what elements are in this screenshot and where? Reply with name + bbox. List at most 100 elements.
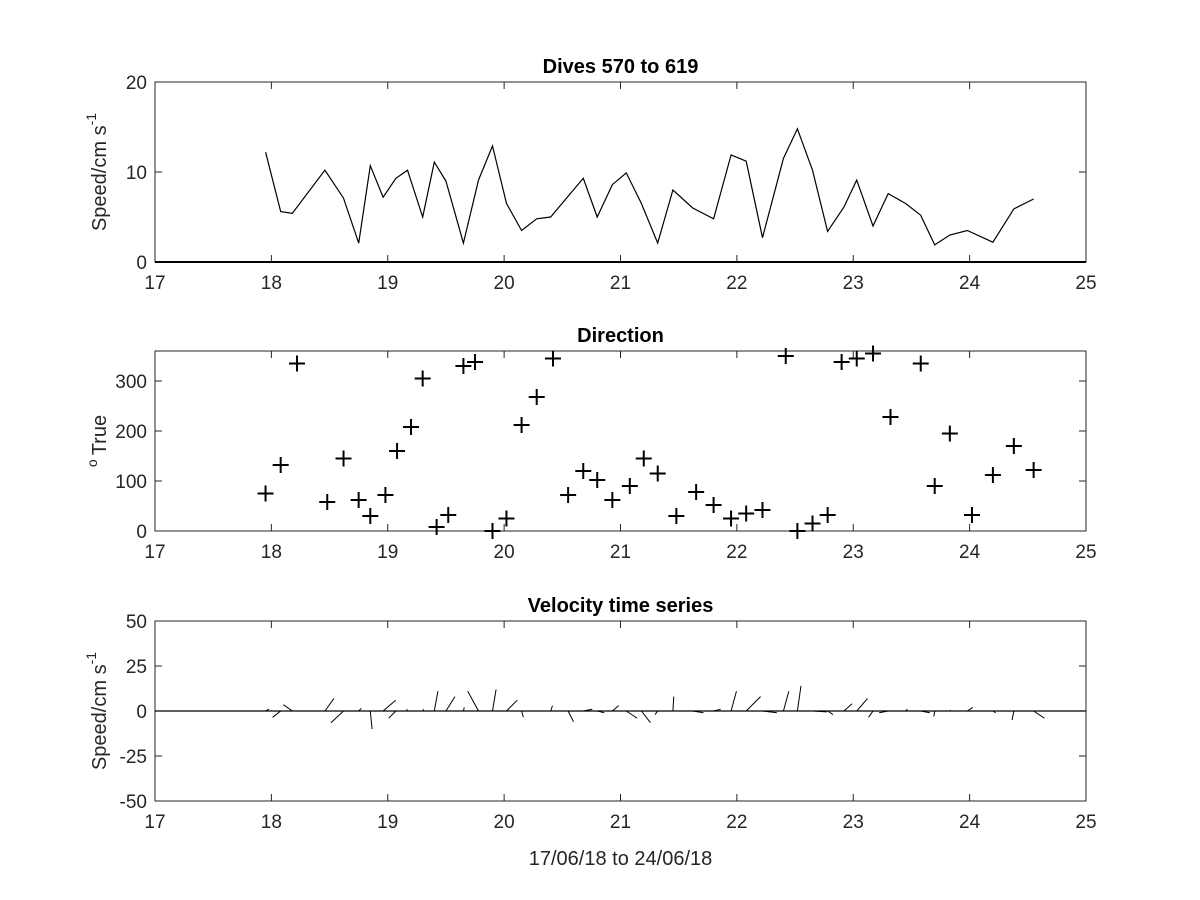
direction-y-tick-label: 0 xyxy=(136,522,147,543)
velocity-velocity-stick xyxy=(796,685,802,712)
velocity-velocity-stick xyxy=(992,710,996,714)
direction-x-tick-label: 23 xyxy=(843,542,864,563)
direction-x-tick-label: 22 xyxy=(726,542,747,563)
velocity-velocity-stick xyxy=(445,696,456,712)
direction-y-tick-label: 100 xyxy=(115,472,147,493)
velocity-velocity-stick xyxy=(265,708,270,712)
velocity-velocity-stick xyxy=(782,691,790,712)
direction-data-point xyxy=(440,507,457,523)
velocity-velocity-stick xyxy=(730,691,737,712)
direction-data-point xyxy=(635,450,652,467)
velocity-velocity-stick xyxy=(762,710,777,714)
direction-x-tick-label: 18 xyxy=(261,542,282,563)
speed-x-tick-label: 21 xyxy=(610,273,631,294)
direction-data-point xyxy=(403,419,420,435)
velocity-velocity-stick xyxy=(369,710,373,730)
velocity-x-tick-label: 25 xyxy=(1075,812,1096,833)
speed-x-tick-label: 17 xyxy=(144,273,165,294)
direction-data-point xyxy=(362,508,379,524)
direction-data-point xyxy=(604,492,621,508)
speed-x-tick-label: 19 xyxy=(377,273,398,294)
velocity-velocity-stick xyxy=(467,690,479,712)
direction-data-point xyxy=(467,354,484,370)
velocity-velocity-stick xyxy=(713,708,721,712)
velocity-x-tick-label: 18 xyxy=(261,812,282,833)
velocity-velocity-stick xyxy=(433,691,439,712)
velocity-velocity-stick xyxy=(626,710,638,719)
velocity-velocity-stick xyxy=(583,708,593,712)
direction-data-point xyxy=(819,507,836,523)
direction-data-point xyxy=(668,508,685,524)
speed-y-tick-label: 0 xyxy=(136,253,147,274)
velocity-velocity-stick xyxy=(597,710,605,714)
velocity-velocity-stick xyxy=(388,710,397,719)
direction-data-point xyxy=(833,354,850,370)
velocity-velocity-stick xyxy=(641,710,651,724)
velocity-velocity-stick xyxy=(521,710,524,718)
velocity-velocity-stick xyxy=(462,707,465,712)
direction-y-tick-label: 300 xyxy=(115,372,147,393)
speed-axes-box xyxy=(154,81,1087,263)
direction-y-axis-label-superscript: o xyxy=(84,459,100,467)
velocity-velocity-stick xyxy=(812,710,827,713)
direction-data-point xyxy=(688,484,705,500)
velocity-y-axis-label-text: Speed/cm s xyxy=(89,664,111,770)
direction-panel: 17 18 19 20 21 22 23 24 25 0 100 200 300 Direction o Tr… xyxy=(84,325,1097,563)
direction-data-point xyxy=(272,457,289,473)
velocity-velocity-stick xyxy=(654,710,659,715)
speed-y-axis-label: Speed/cm s-1 xyxy=(83,113,111,231)
direction-data-point xyxy=(1005,438,1022,454)
velocity-velocity-stick xyxy=(949,709,952,712)
direction-x-tick-label: 25 xyxy=(1075,542,1096,563)
velocity-velocity-stick xyxy=(330,710,344,724)
direction-y-axis-label-text: True xyxy=(89,415,111,455)
direction-data-point xyxy=(848,350,865,367)
velocity-y-tick-label: 0 xyxy=(136,702,147,723)
speed-x-tick-label: 25 xyxy=(1075,273,1096,294)
velocity-velocity-stick xyxy=(491,689,497,712)
speed-x-tick-label: 20 xyxy=(494,273,515,294)
direction-data-point xyxy=(705,497,722,513)
velocity-velocity-stick xyxy=(1033,710,1045,719)
velocity-velocity-stick xyxy=(843,703,853,712)
direction-data-point xyxy=(498,510,515,527)
direction-data-point xyxy=(288,355,305,372)
speed-panel: 17 18 19 20 21 22 23 24 25 0 10 20 Dives 570 to 619 S… xyxy=(83,56,1097,294)
direction-data-point xyxy=(926,478,943,494)
direction-data-point xyxy=(777,348,794,364)
velocity-velocity-stick xyxy=(283,704,293,712)
velocity-velocity-stick xyxy=(868,710,874,718)
direction-data-point xyxy=(335,450,352,467)
direction-data-point xyxy=(621,478,638,494)
velocity-y-axis-label-superscript: -1 xyxy=(83,652,99,665)
velocity-velocity-stick xyxy=(567,710,574,723)
direction-data-point xyxy=(560,487,577,503)
velocity-velocity-stick xyxy=(933,710,936,717)
direction-data-point xyxy=(528,389,545,405)
direction-data-point xyxy=(350,492,367,508)
velocity-panel: 17 18 19 20 21 22 23 24 25 -50 -25 0 25 50 Velocity ti… xyxy=(83,595,1097,870)
velocity-velocity-stick xyxy=(920,710,930,714)
speed-y-tick-label: 10 xyxy=(126,163,147,184)
velocity-velocity-stick xyxy=(506,699,518,712)
speed-y-axis-label-text: Speed/cm s xyxy=(89,125,111,231)
velocity-velocity-stick xyxy=(612,705,619,712)
direction-x-tick-label: 19 xyxy=(377,542,398,563)
velocity-x-tick-label: 24 xyxy=(959,812,981,833)
direction-data-point xyxy=(377,487,394,503)
velocity-velocity-stick xyxy=(550,705,553,712)
direction-data-point xyxy=(963,507,980,523)
velocity-x-axis-label: 17/06/18 to 24/06/18 xyxy=(529,848,713,870)
direction-x-tick-label: 20 xyxy=(494,542,515,563)
direction-chart-title: Direction xyxy=(577,325,664,347)
direction-data-point xyxy=(513,417,530,433)
velocity-velocity-stick xyxy=(382,699,397,712)
velocity-x-tick-label: 21 xyxy=(610,812,631,833)
velocity-velocity-stick xyxy=(905,708,908,712)
velocity-velocity-stick xyxy=(358,707,362,712)
velocity-chart-title: Velocity time series xyxy=(528,595,714,617)
direction-data-point xyxy=(589,472,606,488)
velocity-y-tick-label: -25 xyxy=(120,747,147,768)
velocity-velocity-stick xyxy=(827,710,834,716)
